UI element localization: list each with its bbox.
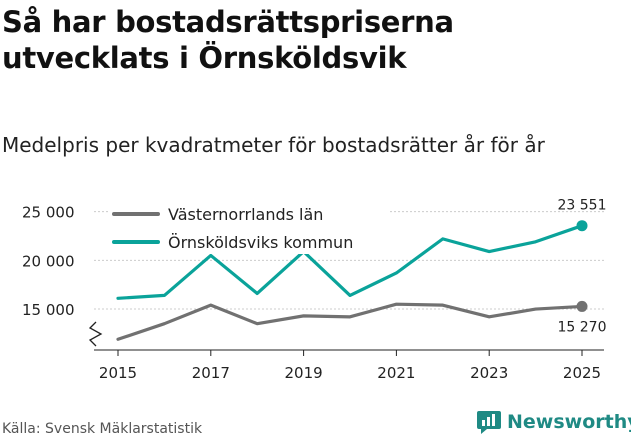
- chart-title: Så har bostadsrättspriserna utvecklats i…: [2, 5, 454, 75]
- x-tick-label: 2021: [377, 364, 415, 382]
- axis-break-icon: [88, 321, 103, 347]
- end-point-municipality: [576, 220, 588, 232]
- legend-label: Västernorrlands län: [168, 205, 323, 224]
- end-value-label: 15 270: [558, 319, 607, 335]
- y-tick-label: 20 000: [22, 252, 75, 270]
- source-note: Källa: Svensk Mäklarstatistik: [2, 421, 203, 437]
- x-tick-label: 2015: [99, 364, 137, 382]
- line-chart: 25 000 20 000 15 000 2015 2017 2019 2021 2023 20…: [22, 198, 607, 382]
- x-tick-label: 2023: [470, 364, 508, 382]
- series-line-municipality: [116, 224, 584, 300]
- brand-name: Newsworthy: [507, 411, 631, 433]
- x-tick-label: 2025: [563, 364, 601, 382]
- x-tick-label: 2017: [192, 364, 230, 382]
- legend-label: Örnsköldsviks kommun: [168, 233, 353, 252]
- x-tick-label: 2019: [285, 364, 323, 382]
- chart-subtitle: Medelpris per kvadratmeter för bostadsrä…: [2, 133, 545, 157]
- y-tick-label: 25 000: [22, 204, 75, 222]
- end-value-label: 23 551: [558, 198, 607, 214]
- brand-logo: Newsworthy: [476, 409, 631, 435]
- end-point-county: [576, 300, 588, 312]
- y-tick-label: 15 000: [22, 301, 75, 319]
- newsworthy-logo-icon: [477, 411, 501, 434]
- series-line-county: [116, 302, 584, 341]
